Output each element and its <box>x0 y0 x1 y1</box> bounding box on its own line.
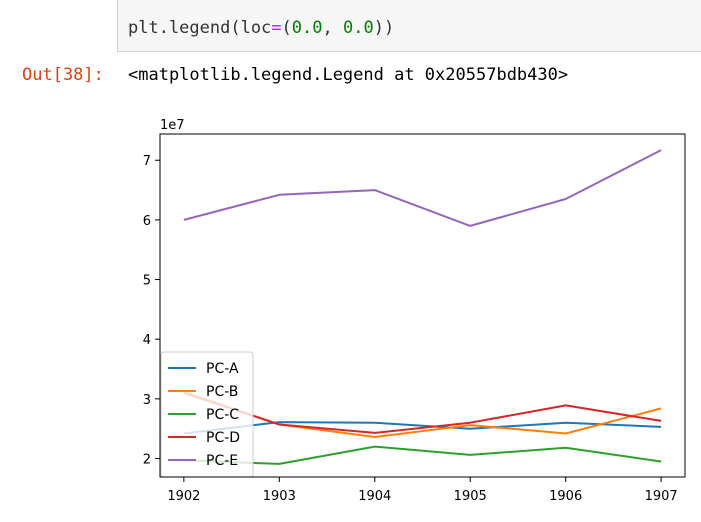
x-tick-label: 1904 <box>358 489 391 504</box>
series-line-pc-a <box>183 421 662 435</box>
legend-label: PC-D <box>206 430 240 446</box>
code-part: ( <box>281 18 292 38</box>
x-tick-label: 1906 <box>549 489 582 504</box>
y-tick-label: 5 <box>143 274 151 289</box>
code-number: 0.0 <box>343 18 374 38</box>
output-text: <matplotlib.legend.Legend at 0x20557bdb4… <box>128 65 569 85</box>
y-tick-label: 3 <box>143 393 151 408</box>
series-line-pc-c <box>183 445 662 465</box>
code-cell[interactable]: plt.legend(loc=(0.0, 0.0)) <box>117 0 701 52</box>
y-scale-label: 1e7 <box>160 118 185 133</box>
series-line-pc-d <box>183 391 662 434</box>
y-tick-label: 2 <box>143 453 151 468</box>
code-line: plt.legend(loc=(0.0, 0.0)) <box>128 18 394 38</box>
y-tick-label: 4 <box>143 333 151 348</box>
x-tick-label: 1903 <box>263 489 296 504</box>
legend-label: PC-B <box>206 384 238 400</box>
y-tick-label: 6 <box>143 214 151 229</box>
legend-label: PC-C <box>206 407 239 423</box>
x-tick-label: 1905 <box>454 489 487 504</box>
code-part: plt.legend(loc <box>128 18 272 38</box>
code-part: )) <box>373 18 395 38</box>
series-line-pc-e <box>183 149 662 227</box>
axes-frame <box>159 133 686 478</box>
code-operator: = <box>271 18 282 38</box>
output-prompt: Out[38]: <box>22 65 104 85</box>
code-number: 0.0 <box>291 18 323 38</box>
x-tick-label: 1907 <box>645 489 678 504</box>
code-part: , <box>322 18 343 38</box>
legend-label: PC-E <box>206 453 238 469</box>
x-tick-label: 1902 <box>167 489 200 504</box>
y-tick-label: 7 <box>143 154 151 169</box>
legend-label: PC-A <box>206 361 239 377</box>
